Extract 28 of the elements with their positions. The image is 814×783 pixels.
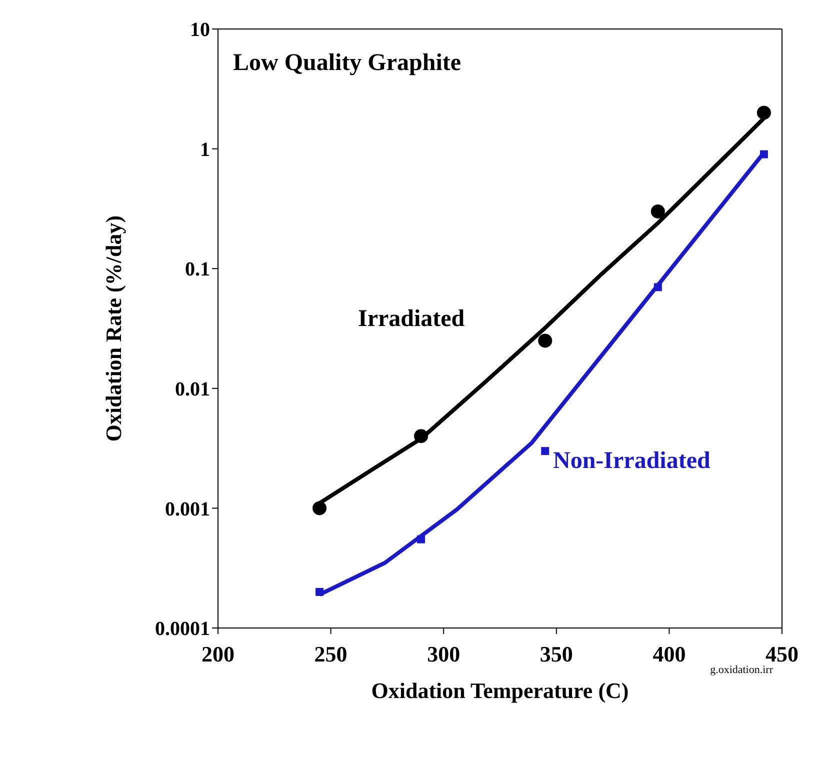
point [538,334,552,348]
y-tick-label: 0.01 [175,378,210,400]
text: g.oxidation.irr [710,664,773,676]
point [316,588,324,596]
point [756,106,771,120]
y-axis-title: Oxidation Rate (%/day) [100,215,126,442]
point [654,283,662,292]
point [541,447,550,456]
point [760,150,768,158]
y-tick-label: 0.001 [165,498,210,520]
y-tick-label: 0.1 [185,258,210,281]
y-tick-label: 1 [200,138,210,161]
point [414,429,428,444]
x-tick-label: 350 [540,642,573,667]
point [650,204,665,218]
annotation: Low Quality Graphite [233,50,462,77]
y-tick-label: 0.0001 [155,618,210,640]
annotation: Non-Irradiated [553,448,710,475]
x-tick-label: 450 [766,642,798,667]
y-tick-label: 10 [190,19,210,42]
point [417,535,426,544]
point [312,501,327,516]
x-tick-label: 400 [652,642,686,667]
x-tick-label: 250 [314,642,348,667]
x-tick-label: 300 [427,642,460,667]
x-axis-title: Oxidation Temperature (C) [371,678,629,703]
x-tick-label: 200 [202,642,234,667]
annotation: Irradiated [358,306,465,333]
